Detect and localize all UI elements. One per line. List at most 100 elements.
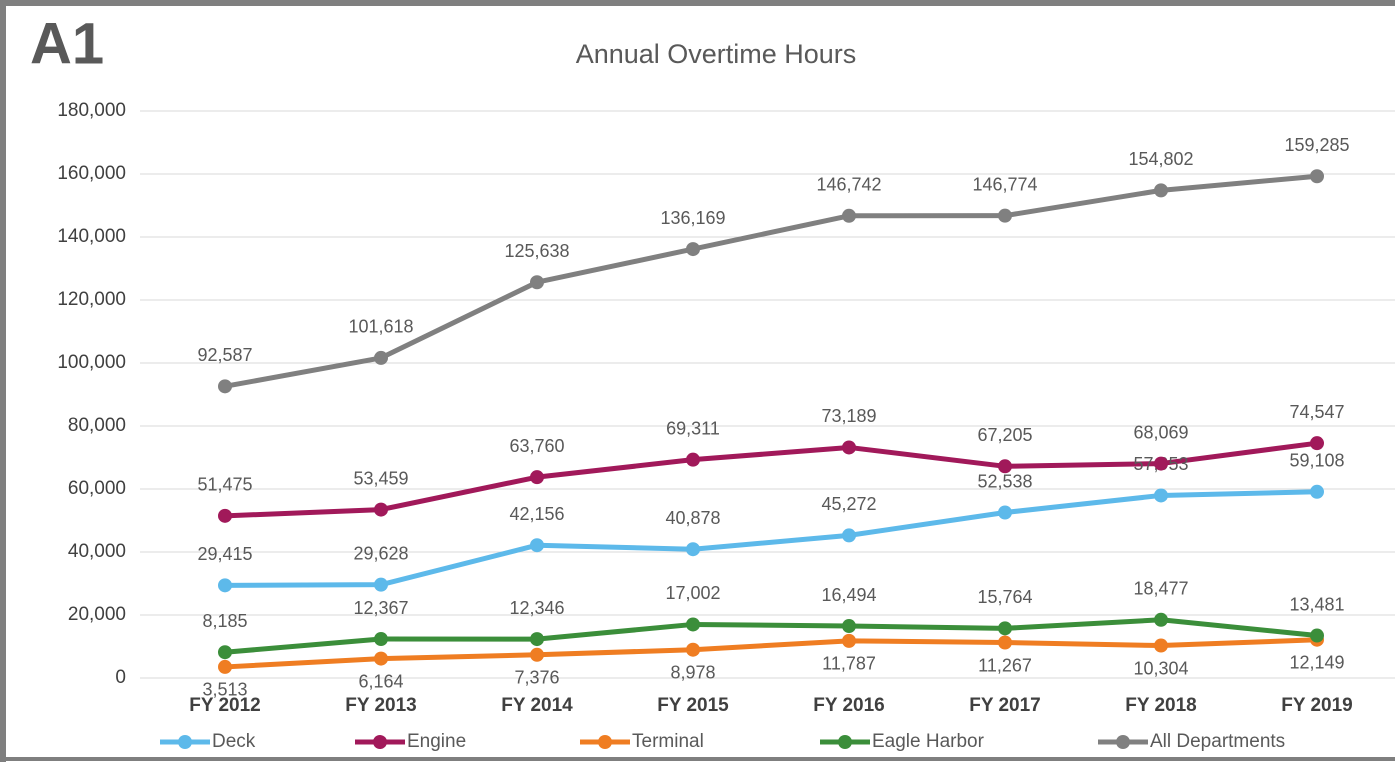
x-tick-label: FY 2019: [1281, 695, 1352, 716]
x-tick-label: FY 2014: [501, 695, 573, 716]
data-label: 10,304: [1133, 658, 1188, 678]
data-label: 68,069: [1133, 422, 1188, 442]
series-line: [224, 637, 1318, 670]
x-tick-label: FY 2012: [189, 695, 260, 716]
y-tick-label: 20,000: [68, 604, 126, 625]
data-label: 40,878: [665, 508, 720, 528]
data-label: 154,802: [1128, 149, 1193, 169]
data-label: 146,774: [972, 174, 1037, 194]
data-label: 92,587: [197, 345, 252, 365]
legend-label: Engine: [407, 731, 466, 752]
data-label: 67,205: [977, 425, 1032, 445]
data-point: [374, 577, 388, 592]
data-label: 101,618: [348, 317, 413, 337]
data-point: [842, 440, 856, 455]
data-point: [1310, 436, 1324, 451]
data-label: 17,002: [665, 583, 720, 603]
data-point: [374, 350, 388, 365]
data-label: 3,513: [202, 680, 247, 700]
data-label: 11,267: [978, 655, 1032, 675]
x-tick-label: FY 2015: [657, 695, 729, 716]
legend-marker: [838, 735, 852, 749]
data-point: [686, 542, 700, 557]
data-label: 7,376: [514, 668, 559, 688]
legend-marker: [178, 735, 192, 749]
data-label: 42,156: [509, 504, 564, 524]
data-point: [686, 642, 700, 657]
data-point: [998, 635, 1012, 650]
data-point: [218, 659, 232, 674]
data-point: [842, 619, 856, 634]
data-point: [1310, 169, 1324, 184]
data-label: 73,189: [821, 406, 876, 426]
data-label: 29,415: [197, 544, 252, 564]
data-label: 15,764: [977, 587, 1032, 607]
legend-marker: [373, 735, 387, 749]
x-tick-label: FY 2018: [1125, 695, 1196, 716]
data-label: 63,760: [509, 436, 564, 456]
legend-label: Deck: [212, 731, 256, 752]
data-point: [1154, 488, 1168, 503]
data-label: 16,494: [821, 585, 876, 605]
y-tick-label: 0: [115, 667, 126, 688]
x-tick-label: FY 2017: [969, 695, 1040, 716]
data-point: [1310, 628, 1324, 643]
legend-label: All Departments: [1150, 731, 1285, 752]
legend-label: Eagle Harbor: [872, 731, 985, 752]
data-point: [1154, 456, 1168, 471]
data-point: [530, 647, 544, 662]
data-label: 51,475: [197, 475, 252, 495]
x-tick-label: FY 2016: [813, 695, 884, 716]
data-label: 12,149: [1289, 652, 1344, 672]
data-point: [218, 379, 232, 394]
data-label: 136,169: [660, 208, 725, 228]
data-label: 125,638: [504, 241, 569, 261]
data-label: 18,477: [1133, 579, 1188, 599]
data-label: 12,346: [509, 598, 564, 618]
data-label: 74,547: [1289, 402, 1344, 422]
data-point: [374, 632, 388, 647]
data-point: [374, 502, 388, 517]
data-label: 159,285: [1284, 135, 1349, 155]
data-point: [530, 275, 544, 290]
data-label: 69,311: [666, 418, 720, 438]
data-point: [374, 651, 388, 666]
series-line: [224, 173, 1318, 389]
data-point: [530, 538, 544, 553]
data-point: [1154, 183, 1168, 198]
data-point: [218, 508, 232, 523]
y-tick-label: 80,000: [68, 415, 126, 436]
y-tick-label: 120,000: [57, 289, 126, 310]
data-label: 45,272: [821, 494, 876, 514]
chart-title: Annual Overtime Hours: [576, 39, 857, 69]
y-tick-label: 60,000: [68, 478, 126, 499]
data-label: 53,459: [353, 468, 408, 488]
series-line: [224, 440, 1318, 519]
data-label: 59,108: [1289, 451, 1344, 471]
badge: A1: [30, 11, 104, 76]
y-tick-label: 100,000: [57, 352, 126, 373]
data-label: 52,538: [977, 471, 1032, 491]
x-tick-label: FY 2013: [345, 695, 416, 716]
legend-marker: [598, 735, 612, 749]
data-point: [998, 459, 1012, 474]
data-point: [530, 632, 544, 647]
legend-label: Terminal: [632, 731, 704, 752]
series-line: [224, 489, 1318, 588]
data-point: [530, 470, 544, 485]
data-label: 11,787: [822, 654, 876, 674]
series-line: [224, 617, 1318, 655]
data-point: [842, 528, 856, 543]
data-label: 146,742: [816, 175, 881, 195]
data-point: [1154, 612, 1168, 627]
data-label: 12,367: [353, 598, 408, 618]
data-label: 13,481: [1289, 594, 1344, 614]
y-tick-label: 160,000: [57, 163, 126, 184]
data-point: [1154, 638, 1168, 653]
data-point: [686, 617, 700, 632]
y-tick-label: 40,000: [68, 541, 126, 562]
data-point: [998, 208, 1012, 223]
